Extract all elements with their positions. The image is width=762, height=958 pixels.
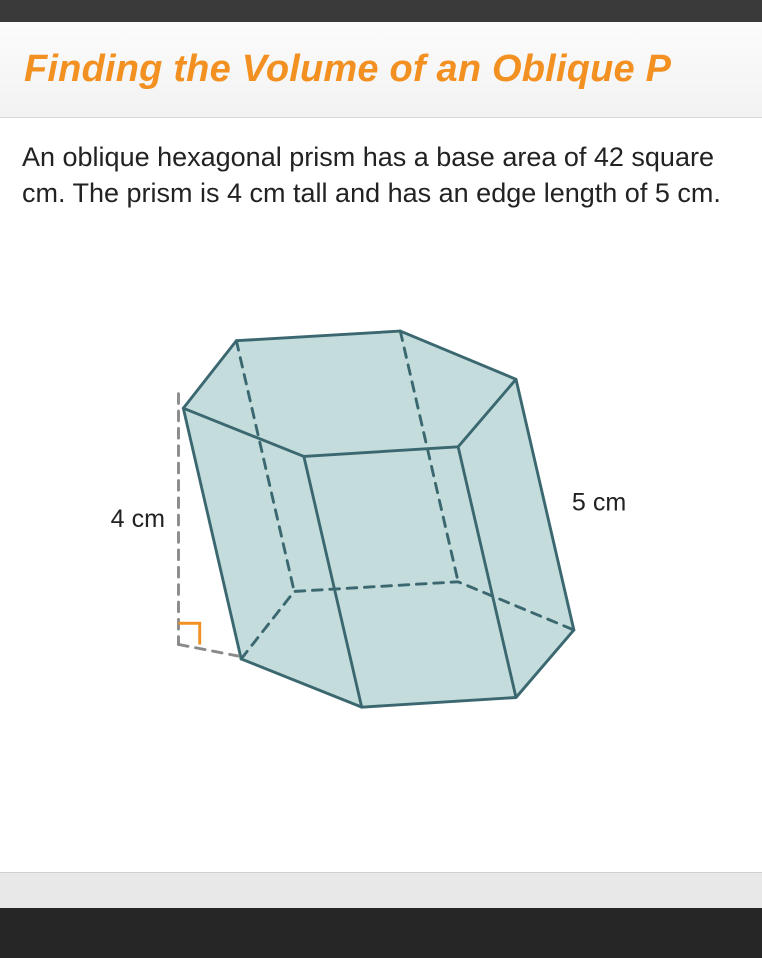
problem-text: An oblique hexagonal prism has a base ar… (22, 140, 740, 211)
bottom-nav-bar (0, 908, 762, 958)
oblique-prism-diagram: 4 cm 5 cm (61, 225, 701, 765)
diagram-container: 4 cm 5 cm (22, 221, 740, 765)
page-title: Finding the Volume of an Oblique P (24, 48, 742, 91)
content-area: An oblique hexagonal prism has a base ar… (0, 118, 762, 872)
window-top-bar (0, 0, 762, 22)
footer-spacer (0, 872, 762, 908)
svg-text:4 cm: 4 cm (111, 505, 165, 533)
title-band: Finding the Volume of an Oblique P (0, 22, 762, 118)
svg-text:5 cm: 5 cm (572, 489, 626, 517)
